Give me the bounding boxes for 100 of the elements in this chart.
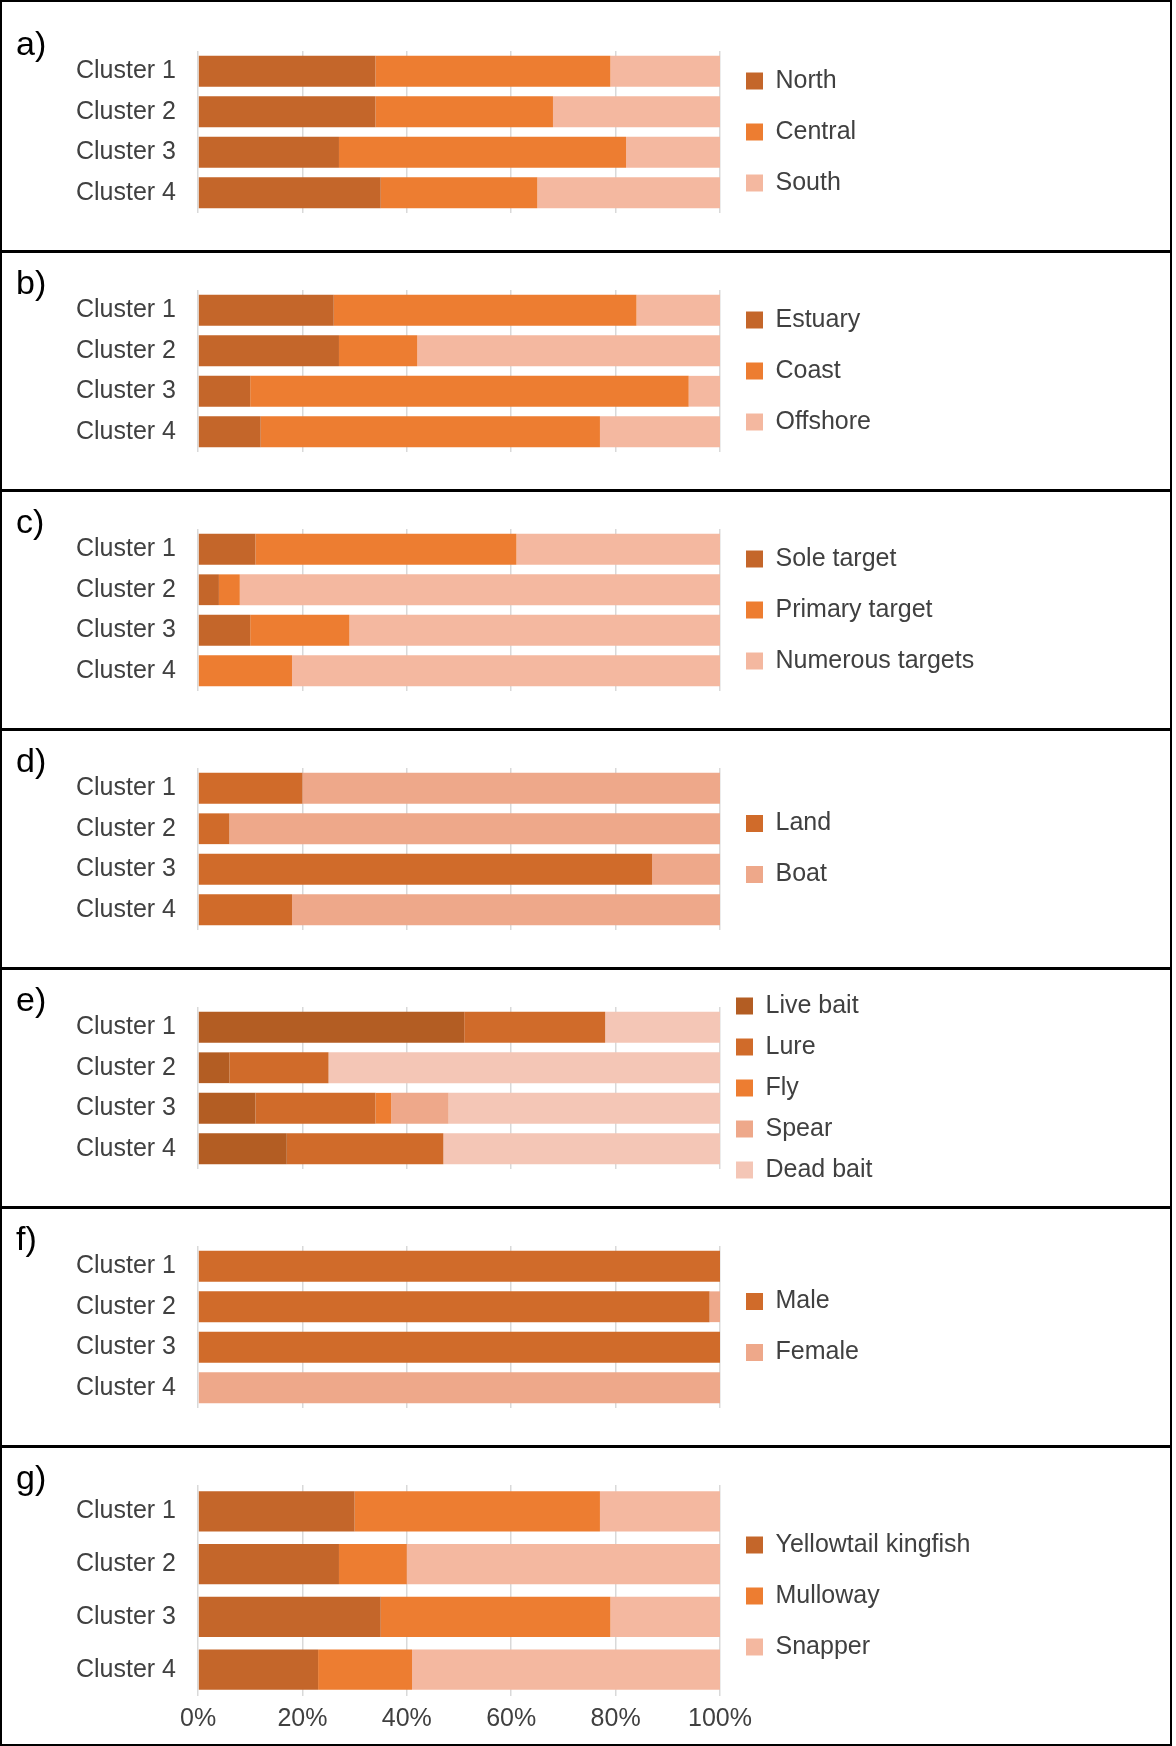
legend-label: Central bbox=[775, 115, 857, 144]
bar bbox=[610, 55, 720, 87]
bar bbox=[198, 1544, 339, 1585]
y-tick-label: Cluster 3 bbox=[75, 375, 177, 404]
y-tick-label: Cluster 1 bbox=[75, 294, 177, 323]
y-tick-label: Cluster 3 bbox=[75, 136, 177, 165]
y-tick-label: Cluster 1 bbox=[75, 533, 177, 562]
y-tick-label: Cluster 1 bbox=[75, 55, 177, 84]
bar bbox=[605, 1011, 720, 1043]
y-tick-label: Cluster 1 bbox=[75, 1495, 177, 1524]
bar bbox=[610, 1596, 720, 1637]
y-tick-label: Cluster 3 bbox=[75, 614, 177, 643]
bar bbox=[286, 1133, 444, 1165]
bar bbox=[464, 1011, 606, 1043]
x-tick-label: 80% bbox=[590, 1702, 641, 1731]
chart-title: g) bbox=[16, 1458, 47, 1497]
legend-label: North bbox=[775, 64, 837, 93]
bar bbox=[375, 1092, 392, 1124]
y-tick-label: Cluster 4 bbox=[75, 1371, 177, 1400]
y-tick-label: Cluster 3 bbox=[75, 1092, 177, 1121]
bar bbox=[599, 1491, 720, 1532]
bar bbox=[255, 533, 517, 565]
y-tick-label: Cluster 2 bbox=[75, 573, 177, 602]
bar bbox=[626, 136, 720, 168]
y-tick-label: Cluster 2 bbox=[75, 1548, 177, 1577]
y-tick-label: Cluster 1 bbox=[75, 1011, 177, 1040]
bar bbox=[198, 96, 376, 128]
legend-label: Spear bbox=[765, 1112, 833, 1141]
legend-label: Dead bait bbox=[765, 1153, 873, 1182]
bar bbox=[375, 55, 611, 87]
legend-label: Estuary bbox=[775, 303, 861, 332]
bar bbox=[349, 614, 720, 646]
bar bbox=[229, 813, 720, 845]
y-tick-label: Cluster 2 bbox=[75, 1290, 177, 1319]
legend-label: Yellowtail kingfish bbox=[775, 1528, 971, 1557]
bar bbox=[250, 375, 689, 407]
bar bbox=[375, 96, 553, 128]
legend-label: Fly bbox=[765, 1071, 800, 1100]
y-tick-label: Cluster 2 bbox=[75, 812, 177, 841]
legend-label: Female bbox=[775, 1336, 859, 1365]
bar bbox=[652, 853, 720, 885]
y-tick-label: Cluster 3 bbox=[75, 1331, 177, 1360]
y-tick-label: Cluster 2 bbox=[75, 95, 177, 124]
legend-label: Live bait bbox=[765, 989, 859, 1018]
bar bbox=[599, 416, 720, 448]
legend-label: Snapper bbox=[775, 1630, 871, 1659]
y-tick-label: Cluster 1 bbox=[75, 1250, 177, 1279]
chart-title: b) bbox=[16, 263, 47, 302]
bar bbox=[354, 1491, 600, 1532]
bar bbox=[198, 813, 230, 845]
x-tick-label: 0% bbox=[179, 1702, 217, 1731]
bar bbox=[291, 655, 720, 687]
y-tick-label: Cluster 2 bbox=[75, 334, 177, 363]
bar bbox=[328, 1052, 720, 1084]
y-tick-label: Cluster 4 bbox=[75, 1653, 177, 1682]
chart-title: f) bbox=[16, 1219, 37, 1258]
bar bbox=[552, 96, 720, 128]
bar bbox=[380, 177, 538, 209]
bar bbox=[198, 1649, 319, 1690]
legend-label: Sole target bbox=[775, 542, 897, 571]
bar bbox=[198, 1596, 381, 1637]
bar bbox=[239, 574, 720, 606]
y-tick-label: Cluster 4 bbox=[75, 893, 177, 922]
bar bbox=[380, 1596, 611, 1637]
bar bbox=[198, 853, 653, 885]
bar bbox=[406, 1544, 720, 1585]
x-tick-label: 40% bbox=[381, 1702, 432, 1731]
legend-label: South bbox=[775, 166, 841, 195]
bar bbox=[198, 136, 339, 168]
legend-label: Lure bbox=[765, 1030, 816, 1059]
legend-label: Coast bbox=[775, 354, 841, 383]
bar bbox=[688, 375, 720, 407]
y-tick-label: Cluster 1 bbox=[75, 772, 177, 801]
bar bbox=[417, 335, 720, 367]
bar bbox=[338, 1544, 407, 1585]
x-tick-label: 100% bbox=[688, 1702, 752, 1731]
bar bbox=[255, 1092, 376, 1124]
bar bbox=[516, 533, 720, 565]
chart-title: a) bbox=[16, 24, 47, 63]
legend-label: Land bbox=[775, 807, 832, 836]
bar bbox=[302, 772, 720, 804]
y-tick-label: Cluster 4 bbox=[75, 1132, 177, 1161]
legend-label: Numerous targets bbox=[775, 644, 975, 673]
bar bbox=[198, 574, 219, 606]
legend-label: Primary target bbox=[775, 593, 933, 622]
chart-title: c) bbox=[16, 502, 45, 541]
bar bbox=[250, 614, 350, 646]
x-tick-label: 60% bbox=[486, 1702, 537, 1731]
bar bbox=[198, 177, 381, 209]
bar bbox=[260, 416, 600, 448]
bar bbox=[333, 294, 637, 326]
y-tick-label: Cluster 3 bbox=[75, 853, 177, 882]
bar bbox=[198, 294, 334, 326]
bar bbox=[318, 1649, 413, 1690]
bar bbox=[198, 1011, 465, 1043]
bar bbox=[198, 1133, 287, 1165]
bar bbox=[229, 1052, 329, 1084]
bar bbox=[443, 1133, 720, 1165]
y-tick-label: Cluster 4 bbox=[75, 654, 177, 683]
bar bbox=[198, 1092, 256, 1124]
